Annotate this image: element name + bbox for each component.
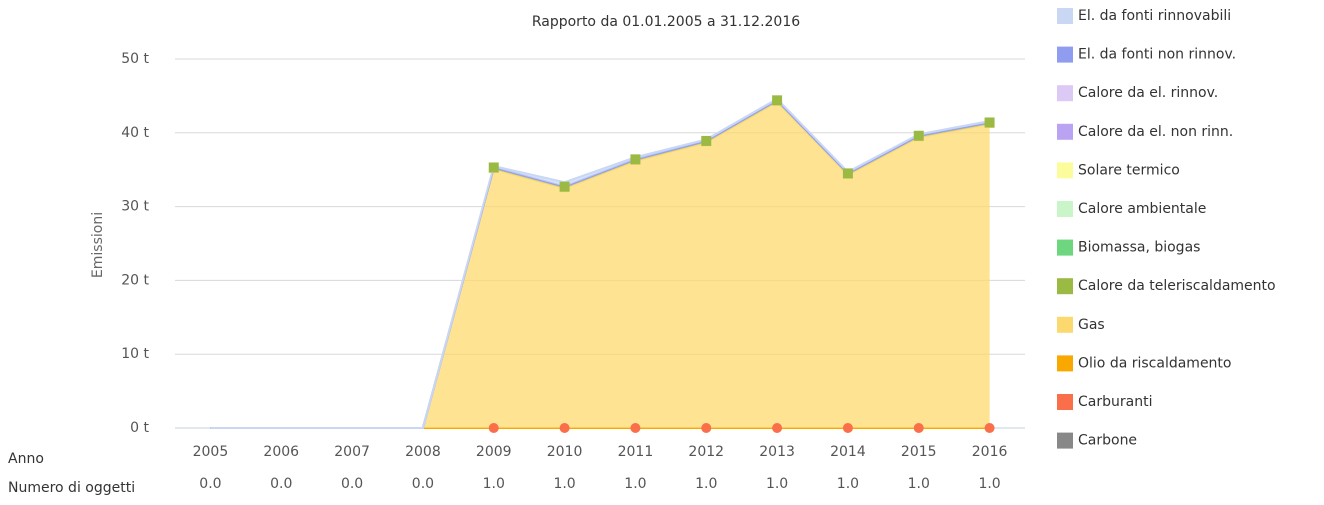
y-tick-label: 0 t (130, 420, 149, 436)
area-line (210, 97, 990, 429)
x-tick-label: 2013 (759, 444, 795, 460)
legend-label[interactable]: Calore da el. rinnov. (1078, 85, 1218, 101)
marker (984, 423, 995, 433)
object-count: 1.0 (695, 476, 717, 492)
marker (984, 117, 995, 128)
legend-swatch[interactable] (1057, 432, 1073, 449)
area (210, 101, 990, 428)
marker (630, 154, 641, 165)
object-count: 1.0 (624, 476, 646, 492)
x-tick-label: 2008 (405, 444, 441, 460)
legend-swatch[interactable] (1057, 85, 1073, 102)
object-count: 1.0 (978, 476, 1000, 492)
object-count: 1.0 (483, 476, 505, 492)
object-count: 1.0 (553, 476, 575, 492)
legend-swatch[interactable] (1057, 123, 1073, 140)
row-label: Numero di oggetti (8, 480, 135, 496)
x-tick-label: 2007 (334, 444, 370, 460)
legend-label[interactable]: Solare termico (1078, 162, 1180, 178)
legend-label[interactable]: Biomassa, biogas (1078, 240, 1200, 256)
legend-label[interactable]: Gas (1078, 317, 1105, 333)
legend-swatch[interactable] (1057, 46, 1073, 63)
x-tick-label: 2009 (476, 444, 512, 460)
x-axis-label: Anno (8, 451, 44, 467)
marker (913, 130, 924, 141)
marker (842, 168, 853, 179)
legend-label[interactable]: Calore da teleriscaldamento (1078, 278, 1276, 294)
legend-swatch[interactable] (1057, 8, 1073, 24)
marker (772, 423, 783, 433)
x-tick-label: 2015 (901, 444, 937, 460)
object-count: 0.0 (199, 476, 221, 492)
legend-label[interactable]: Calore da el. non rinn. (1078, 124, 1233, 140)
marker (701, 423, 712, 433)
legend-swatch[interactable] (1057, 394, 1073, 410)
marker (913, 423, 924, 433)
legend-label[interactable]: Calore ambientale (1078, 201, 1206, 217)
object-count: 1.0 (837, 476, 859, 492)
marker (488, 423, 499, 433)
marker (559, 181, 570, 192)
legend-label[interactable]: El. da fonti non rinnov. (1078, 47, 1236, 63)
x-tick-label: 2012 (688, 444, 724, 460)
object-count: 1.0 (908, 476, 930, 492)
marker (701, 135, 712, 146)
legend-swatch[interactable] (1057, 201, 1073, 217)
legend-label[interactable]: Carbone (1078, 433, 1137, 449)
marker (772, 95, 783, 106)
object-count: 0.0 (412, 476, 434, 492)
object-count: 1.0 (766, 476, 788, 492)
x-tick-label: 2014 (830, 444, 866, 460)
x-tick-label: 2011 (618, 444, 654, 460)
x-tick-label: 2016 (972, 444, 1008, 460)
object-count: 0.0 (341, 476, 363, 492)
legend-swatch[interactable] (1057, 355, 1073, 372)
legend-label[interactable]: Carburanti (1078, 394, 1152, 410)
y-axis-label: Emissioni (90, 212, 106, 278)
legend-label[interactable]: El. da fonti rinnovabili (1078, 8, 1231, 24)
y-tick-label: 20 t (121, 272, 149, 288)
legend-swatch[interactable] (1057, 239, 1073, 256)
object-count: 0.0 (270, 476, 292, 492)
x-tick-label: 2005 (193, 444, 229, 460)
legend-label[interactable]: Olio da riscaldamento (1078, 355, 1231, 371)
y-tick-label: 50 t (121, 51, 149, 67)
marker (842, 423, 853, 433)
chart-title: Rapporto da 01.01.2005 a 31.12.2016 (532, 14, 800, 30)
x-tick-label: 2006 (263, 444, 299, 460)
marker (559, 423, 570, 433)
legend-swatch[interactable] (1057, 278, 1073, 295)
marker (630, 423, 641, 433)
legend-swatch[interactable] (1057, 162, 1073, 179)
legend-swatch[interactable] (1057, 316, 1073, 333)
y-tick-label: 40 t (121, 125, 149, 141)
marker (488, 162, 499, 173)
y-tick-label: 10 t (121, 346, 149, 362)
x-tick-label: 2010 (547, 444, 583, 460)
y-tick-label: 30 t (121, 199, 149, 215)
